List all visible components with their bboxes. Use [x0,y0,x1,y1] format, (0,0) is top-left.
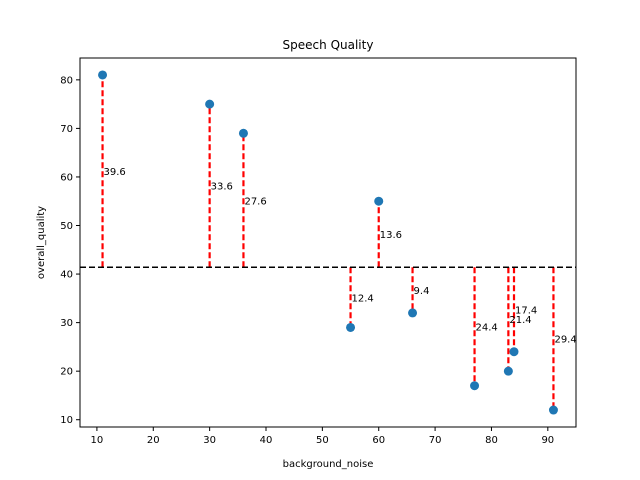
residual-label: 24.4 [476,322,498,333]
residual-label: 39.6 [104,167,126,178]
residual-label: 12.4 [352,293,374,304]
residual-label: 17.4 [515,306,537,317]
data-point [470,381,480,391]
residual-label: 29.4 [554,335,576,346]
x-tick-label: 80 [485,435,498,446]
y-axis-label: overall_quality [36,206,47,279]
residual-lines [101,74,555,411]
x-axis-ticks: 10 20 30 40 50 60 70 80 90 [91,427,554,446]
y-tick-label: 20 [60,367,73,378]
x-tick-label: 70 [429,435,442,446]
y-tick-label: 40 [60,270,73,281]
x-tick-label: 10 [91,435,104,446]
y-axis-ticks: 10 20 30 40 50 60 70 80 [60,75,80,426]
plot-frame [79,57,577,428]
data-point [205,99,215,109]
residual-label: 13.6 [380,230,402,241]
y-tick-label: 10 [60,415,73,426]
residual-label: 27.6 [244,196,266,207]
residual-labels: 39.6 33.6 27.6 12.4 13.6 9.4 24.4 21.417.4 29.4 [104,167,577,346]
chart-title: Speech Quality [283,38,374,52]
x-tick-label: 60 [372,435,385,446]
data-point [374,196,384,206]
y-tick-label: 70 [60,124,73,135]
data-point [503,366,513,376]
y-tick-label: 50 [60,221,73,232]
x-tick-label: 30 [203,435,216,446]
y-tick-label: 60 [60,172,73,183]
data-point [346,322,356,332]
x-tick-label: 90 [541,435,554,446]
y-tick-label: 30 [60,318,73,329]
data-points [98,70,558,415]
x-tick-label: 50 [316,435,329,446]
data-point [98,70,108,80]
x-axis-label: background_noise [283,459,374,470]
residual-label: 21.4 [509,315,531,326]
y-tick-label: 80 [60,75,73,86]
data-point [238,128,248,138]
residual-label: 33.6 [211,182,233,193]
data-point [408,308,418,318]
residual-label: 9.4 [414,286,430,297]
x-tick-label: 40 [260,435,273,446]
data-point [548,405,558,415]
x-tick-label: 20 [147,435,160,446]
data-point [509,347,519,357]
